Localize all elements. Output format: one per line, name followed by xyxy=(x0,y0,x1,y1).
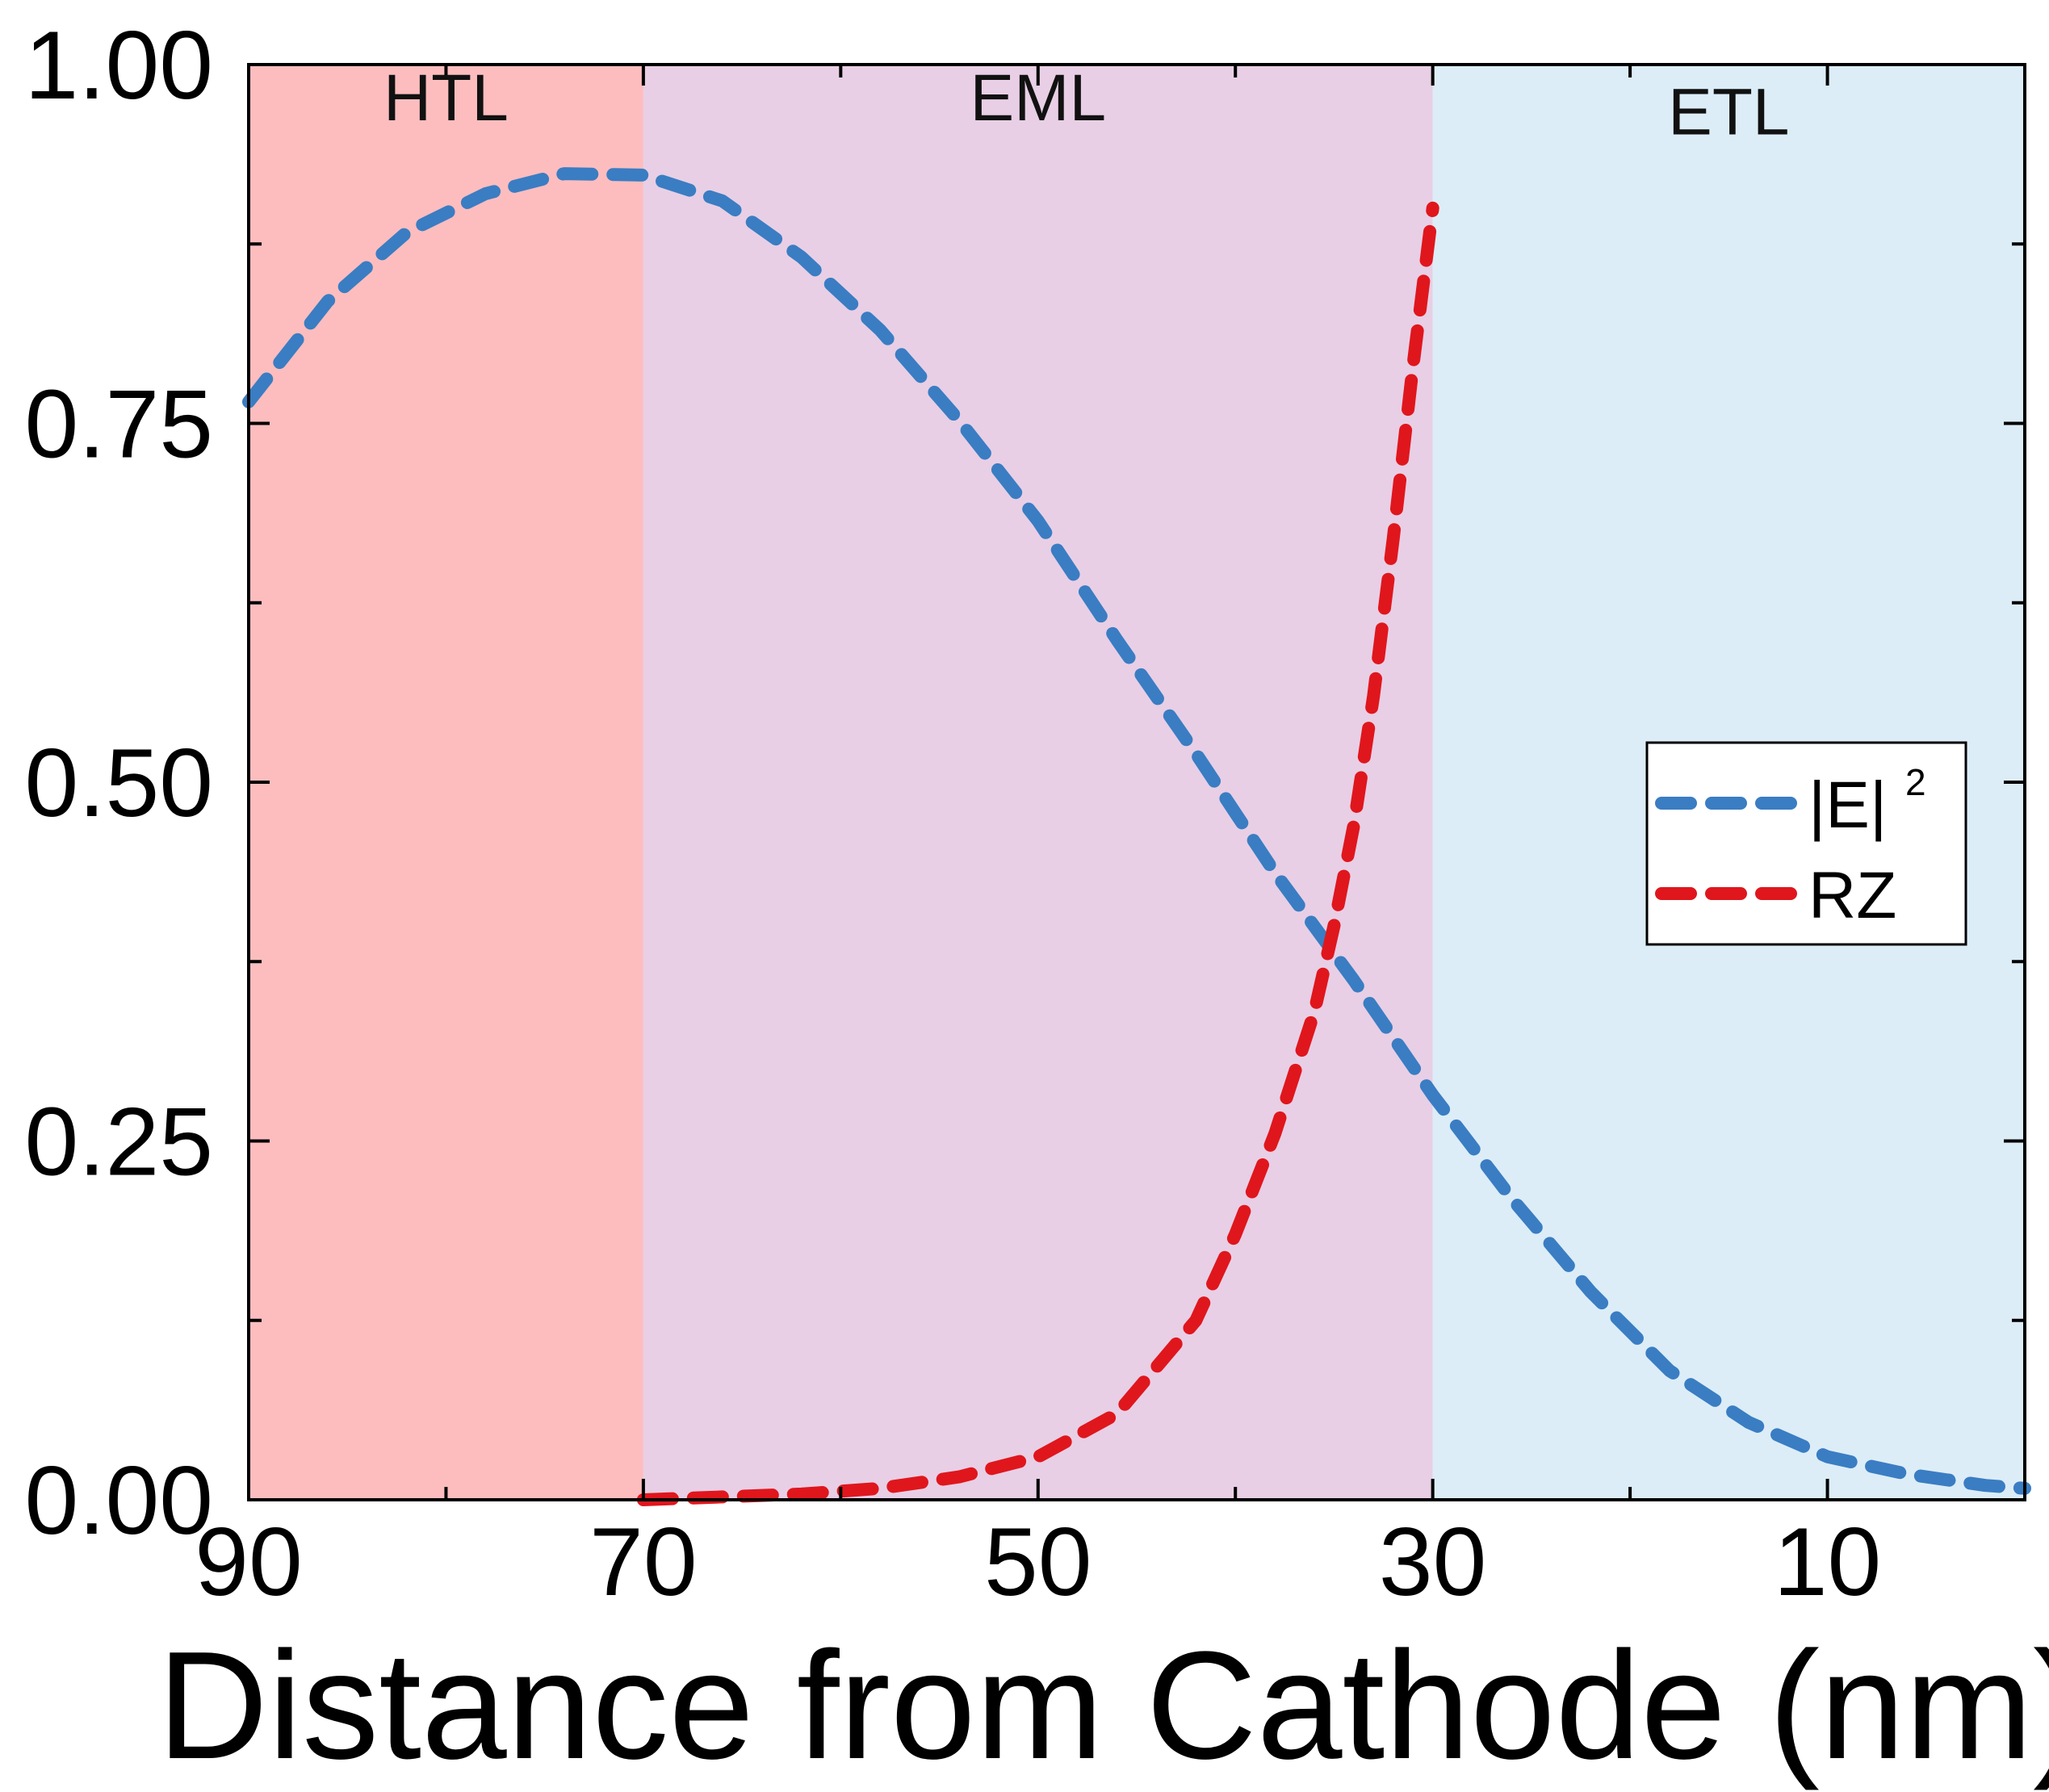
region-band-eml xyxy=(643,65,1433,1500)
legend-label-e-field: |E| xyxy=(1808,768,1887,842)
region-label-htl: HTL xyxy=(383,61,509,135)
legend-label-rz: RZ xyxy=(1808,859,1896,932)
x-tick-label: 50 xyxy=(984,1508,1092,1616)
y-tick-label: 0.25 xyxy=(24,1088,213,1196)
region-band-htl xyxy=(249,65,643,1500)
legend-label-superscript: 2 xyxy=(1905,761,1926,803)
x-axis-title: Distance from Cathode (nm) xyxy=(157,1620,2049,1791)
x-tick-label: 30 xyxy=(1379,1508,1486,1616)
y-tick-label: 0.50 xyxy=(24,729,213,837)
region-labels: HTL EML ETL xyxy=(383,61,1790,149)
y-tick-label: 1.00 xyxy=(24,11,213,119)
x-tick-label: 70 xyxy=(589,1508,697,1616)
legend-box xyxy=(1645,741,1967,946)
region-label-etl: ETL xyxy=(1668,76,1789,149)
axis-ticks xyxy=(247,63,2025,1501)
series-lines xyxy=(242,167,2031,1506)
y-tick-label: 0.75 xyxy=(24,371,213,479)
legend: |E| 2 RZ xyxy=(1645,741,1967,946)
series-line-rz xyxy=(636,201,1439,1506)
y-tick-label: 0.00 xyxy=(24,1447,213,1555)
region-label-eml: EML xyxy=(970,61,1106,135)
y-tick-labels: 0.00 0.25 0.50 0.75 1.00 xyxy=(24,11,213,1555)
x-tick-label: 90 xyxy=(195,1508,302,1616)
x-tick-labels: 90 70 50 30 10 xyxy=(195,1508,1881,1616)
x-tick-label: 10 xyxy=(1774,1508,1881,1616)
series-line-e-field xyxy=(242,167,2031,1495)
